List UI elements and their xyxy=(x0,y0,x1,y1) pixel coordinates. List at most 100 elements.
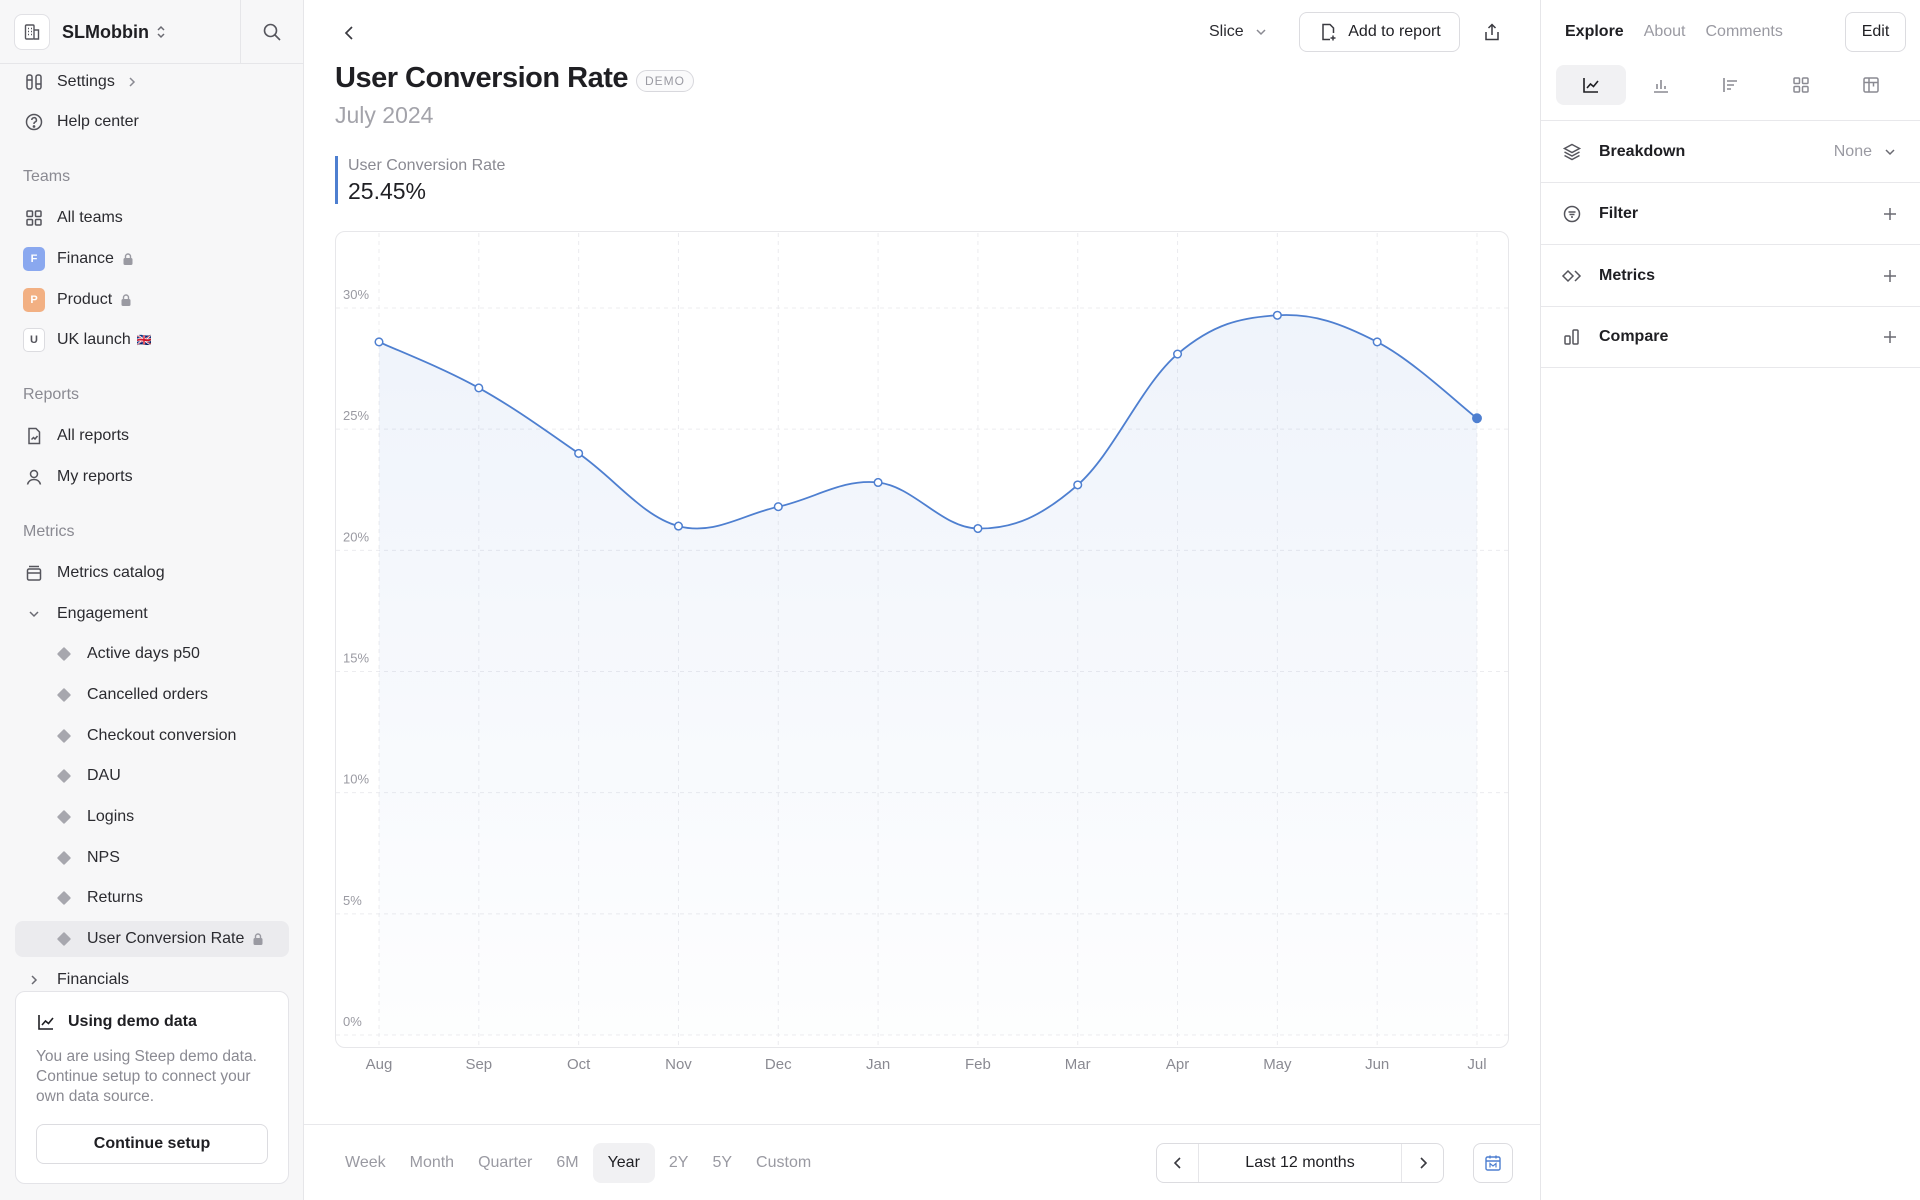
sidebar-item-label: Settings xyxy=(57,73,115,90)
data-point[interactable] xyxy=(673,521,684,531)
tab-about[interactable]: About xyxy=(1643,23,1686,40)
x-tick-label: Nov xyxy=(665,1056,692,1073)
sidebar-item-uk-launch[interactable]: U UK launch 🇬🇧 xyxy=(15,322,289,358)
y-tick-label: 5% xyxy=(343,893,362,908)
user-icon xyxy=(23,466,45,488)
edit-button[interactable]: Edit xyxy=(1845,12,1906,52)
data-point[interactable] xyxy=(1172,349,1183,359)
diamond-icon xyxy=(56,809,72,825)
diamond-icon xyxy=(56,931,72,947)
data-point[interactable] xyxy=(873,477,883,488)
metric-item-active[interactable]: User Conversion Rate xyxy=(15,921,289,957)
range-tab-6m[interactable]: 6M xyxy=(556,1154,579,1171)
metric-item[interactable]: Cancelled orders xyxy=(15,677,289,713)
workspace-switcher[interactable]: SLMobbin xyxy=(14,14,167,50)
grid-icon xyxy=(1791,75,1811,95)
sidebar-item-help-center[interactable]: Help center xyxy=(15,104,289,140)
calendar-button[interactable] xyxy=(1473,1143,1513,1183)
diamond-icon xyxy=(56,850,72,866)
data-point[interactable] xyxy=(574,448,584,458)
breakdown-row[interactable]: Breakdown None xyxy=(1541,120,1920,182)
sidebar-item-label: Engagement xyxy=(57,605,148,622)
sidebar-item-all-teams[interactable]: All teams xyxy=(15,200,289,236)
building-icon xyxy=(14,14,50,50)
metric-label: Cancelled orders xyxy=(87,686,208,703)
back-button[interactable] xyxy=(334,18,364,48)
add-to-report-button[interactable]: Add to report xyxy=(1299,12,1460,52)
range-tab-2y[interactable]: 2Y xyxy=(668,1154,689,1171)
range-tab-custom[interactable]: Custom xyxy=(756,1154,812,1171)
previous-period-button[interactable] xyxy=(1157,1144,1199,1182)
data-point[interactable] xyxy=(973,523,983,534)
sidebar-item-finance[interactable]: F Finance xyxy=(15,241,289,277)
kpi-block: User Conversion Rate 25.45% xyxy=(335,156,505,204)
share-button[interactable] xyxy=(1472,12,1512,52)
range-tab-week[interactable]: Week xyxy=(345,1154,386,1171)
sidebar-group-engagement[interactable]: Engagement xyxy=(15,596,289,632)
compare-row[interactable]: Compare xyxy=(1541,306,1920,368)
data-point[interactable] xyxy=(773,502,783,512)
horizontal-bar-icon xyxy=(1721,75,1741,95)
data-point[interactable] xyxy=(1472,413,1482,424)
data-point[interactable] xyxy=(374,337,384,347)
data-point[interactable] xyxy=(1073,480,1083,490)
plus-icon[interactable] xyxy=(1880,204,1900,224)
x-tick-label: Jun xyxy=(1365,1056,1389,1073)
metric-item[interactable]: NPS xyxy=(15,840,289,876)
diamond-icon xyxy=(56,646,72,662)
time-range-bar: Week Month Quarter 6M Year 2Y 5Y Custom Last 12… xyxy=(304,1124,1540,1200)
sidebar-item-product[interactable]: P Product xyxy=(15,282,289,318)
viz-grid-button[interactable] xyxy=(1766,65,1836,105)
plus-icon[interactable] xyxy=(1880,327,1900,347)
range-tab-year[interactable]: Year xyxy=(592,1143,655,1183)
add-to-report-label: Add to report xyxy=(1348,23,1441,40)
continue-setup-button[interactable]: Continue setup xyxy=(36,1124,268,1164)
diamond-icon xyxy=(56,890,72,906)
search-button[interactable] xyxy=(240,0,303,64)
tab-comments[interactable]: Comments xyxy=(1705,23,1783,40)
lock-icon xyxy=(120,293,132,307)
diamond-icon xyxy=(56,768,72,784)
plus-icon[interactable] xyxy=(1880,266,1900,286)
metric-label: User Conversion Rate xyxy=(87,930,245,947)
settings-icon xyxy=(23,71,45,93)
compare-icon xyxy=(1561,326,1583,348)
sidebar-item-all-reports[interactable]: All reports xyxy=(15,418,289,454)
sidebar-item-metrics-catalog[interactable]: Metrics catalog xyxy=(15,555,289,591)
team-badge-uk-launch: U xyxy=(23,328,45,352)
viz-table-button[interactable] xyxy=(1836,65,1906,105)
x-tick-label: Mar xyxy=(1065,1056,1091,1073)
range-tab-5y[interactable]: 5Y xyxy=(712,1154,733,1171)
filter-row[interactable]: Filter xyxy=(1541,182,1920,244)
y-tick-label: 30% xyxy=(343,287,369,302)
x-tick-label: Feb xyxy=(965,1056,991,1073)
metric-item[interactable]: Logins xyxy=(15,799,289,835)
tab-explore[interactable]: Explore xyxy=(1565,23,1624,40)
section-heading-teams: Teams xyxy=(23,168,71,185)
metric-item[interactable]: DAU xyxy=(15,758,289,794)
viz-horizontal-bar-button[interactable] xyxy=(1696,65,1766,105)
slice-dropdown[interactable]: Slice xyxy=(1209,12,1268,52)
viz-bar-button[interactable] xyxy=(1626,65,1696,105)
period-label[interactable]: Last 12 months xyxy=(1245,1154,1355,1171)
metrics-row[interactable]: Metrics xyxy=(1541,244,1920,306)
metric-item[interactable]: Active days p50 xyxy=(15,636,289,672)
next-period-button[interactable] xyxy=(1401,1144,1443,1182)
sidebar-item-settings[interactable]: Settings xyxy=(15,64,289,100)
sidebar-group-financials[interactable]: Financials xyxy=(15,962,289,998)
data-point[interactable] xyxy=(474,383,484,393)
data-point[interactable] xyxy=(1272,310,1282,320)
bar-chart-icon xyxy=(1651,75,1671,95)
metric-item[interactable]: Checkout conversion xyxy=(15,718,289,754)
page-subtitle: July 2024 xyxy=(335,102,434,128)
data-point[interactable] xyxy=(1372,337,1382,347)
metric-item[interactable]: Returns xyxy=(15,880,289,916)
breakdown-label: Breakdown xyxy=(1599,142,1686,160)
range-tab-quarter[interactable]: Quarter xyxy=(478,1154,533,1171)
team-badge-product: P xyxy=(23,288,45,312)
viz-line-button[interactable] xyxy=(1556,65,1626,105)
sidebar-item-my-reports[interactable]: My reports xyxy=(15,459,289,495)
range-tab-month[interactable]: Month xyxy=(409,1154,455,1171)
chevron-down-icon xyxy=(1254,25,1268,39)
x-tick-label: Oct xyxy=(567,1056,591,1073)
